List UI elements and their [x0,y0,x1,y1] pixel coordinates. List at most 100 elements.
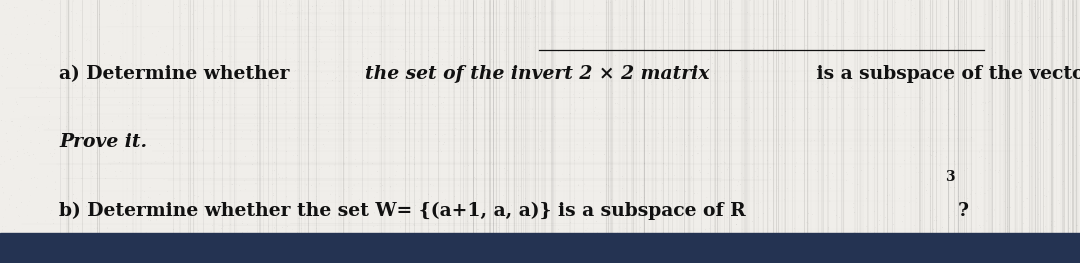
Point [234,130,252,134]
Point [652,122,670,126]
Point [227,10,244,14]
Point [939,130,956,134]
Point [639,20,657,24]
Point [1054,71,1071,75]
Point [1020,88,1037,92]
Point [529,39,546,44]
Point [535,231,552,236]
Point [316,2,334,6]
Point [51,164,68,168]
Point [380,23,397,28]
Point [990,222,1008,226]
Point [82,39,99,44]
Point [987,150,1004,154]
Point [848,97,865,101]
Point [484,103,501,107]
Point [688,134,705,139]
Point [968,231,985,236]
Point [228,182,245,186]
Point [683,180,700,184]
Point [660,167,677,171]
Point [1057,121,1075,125]
Point [772,153,789,157]
Point [891,233,908,237]
Point [453,119,470,123]
Point [338,189,355,193]
Point [739,142,756,146]
Point [260,218,278,222]
Point [735,178,753,182]
Point [5,163,23,167]
Point [171,143,188,147]
Point [464,116,482,120]
Point [569,157,586,161]
Point [297,50,314,54]
Point [237,188,254,192]
Point [27,156,44,161]
Point [338,155,355,159]
Point [298,34,315,38]
Point [364,220,381,224]
Point [11,187,28,191]
Point [0,140,16,144]
Point [203,165,220,169]
Point [116,149,133,153]
Point [585,153,603,157]
Point [308,197,325,201]
Point [322,28,339,33]
Point [967,197,984,201]
Point [165,215,183,219]
Point [895,213,913,217]
Point [864,233,881,237]
Point [172,189,189,193]
Point [603,198,620,202]
Point [55,66,72,70]
Point [516,95,534,99]
Point [702,16,719,21]
Point [903,13,920,17]
Point [147,34,164,39]
Point [405,102,422,106]
Point [171,16,188,20]
Point [980,183,997,188]
Point [526,6,543,10]
Point [66,131,83,135]
Point [55,139,72,143]
Point [353,71,370,75]
Point [9,75,26,80]
Point [889,115,906,119]
Point [689,52,706,56]
Point [1045,85,1063,89]
Point [391,150,408,154]
Point [850,7,867,11]
Point [557,209,575,213]
Point [6,97,24,101]
Point [15,151,32,155]
Point [427,120,444,125]
Point [831,116,848,120]
Point [657,134,674,139]
Point [137,161,154,165]
Point [744,219,761,224]
Point [773,102,791,106]
Point [969,205,986,209]
Point [892,186,909,190]
Point [170,57,187,61]
Point [609,102,626,106]
Point [496,166,513,170]
Point [943,83,960,87]
Point [282,204,299,208]
Point [12,52,29,56]
Point [768,3,785,7]
Point [399,201,416,205]
Point [975,109,993,113]
Point [374,231,391,235]
Point [809,81,826,85]
Point [401,68,418,72]
Point [2,157,19,161]
Point [109,177,126,181]
Point [94,80,111,84]
Point [958,79,975,83]
Point [581,87,598,92]
Point [619,67,636,71]
